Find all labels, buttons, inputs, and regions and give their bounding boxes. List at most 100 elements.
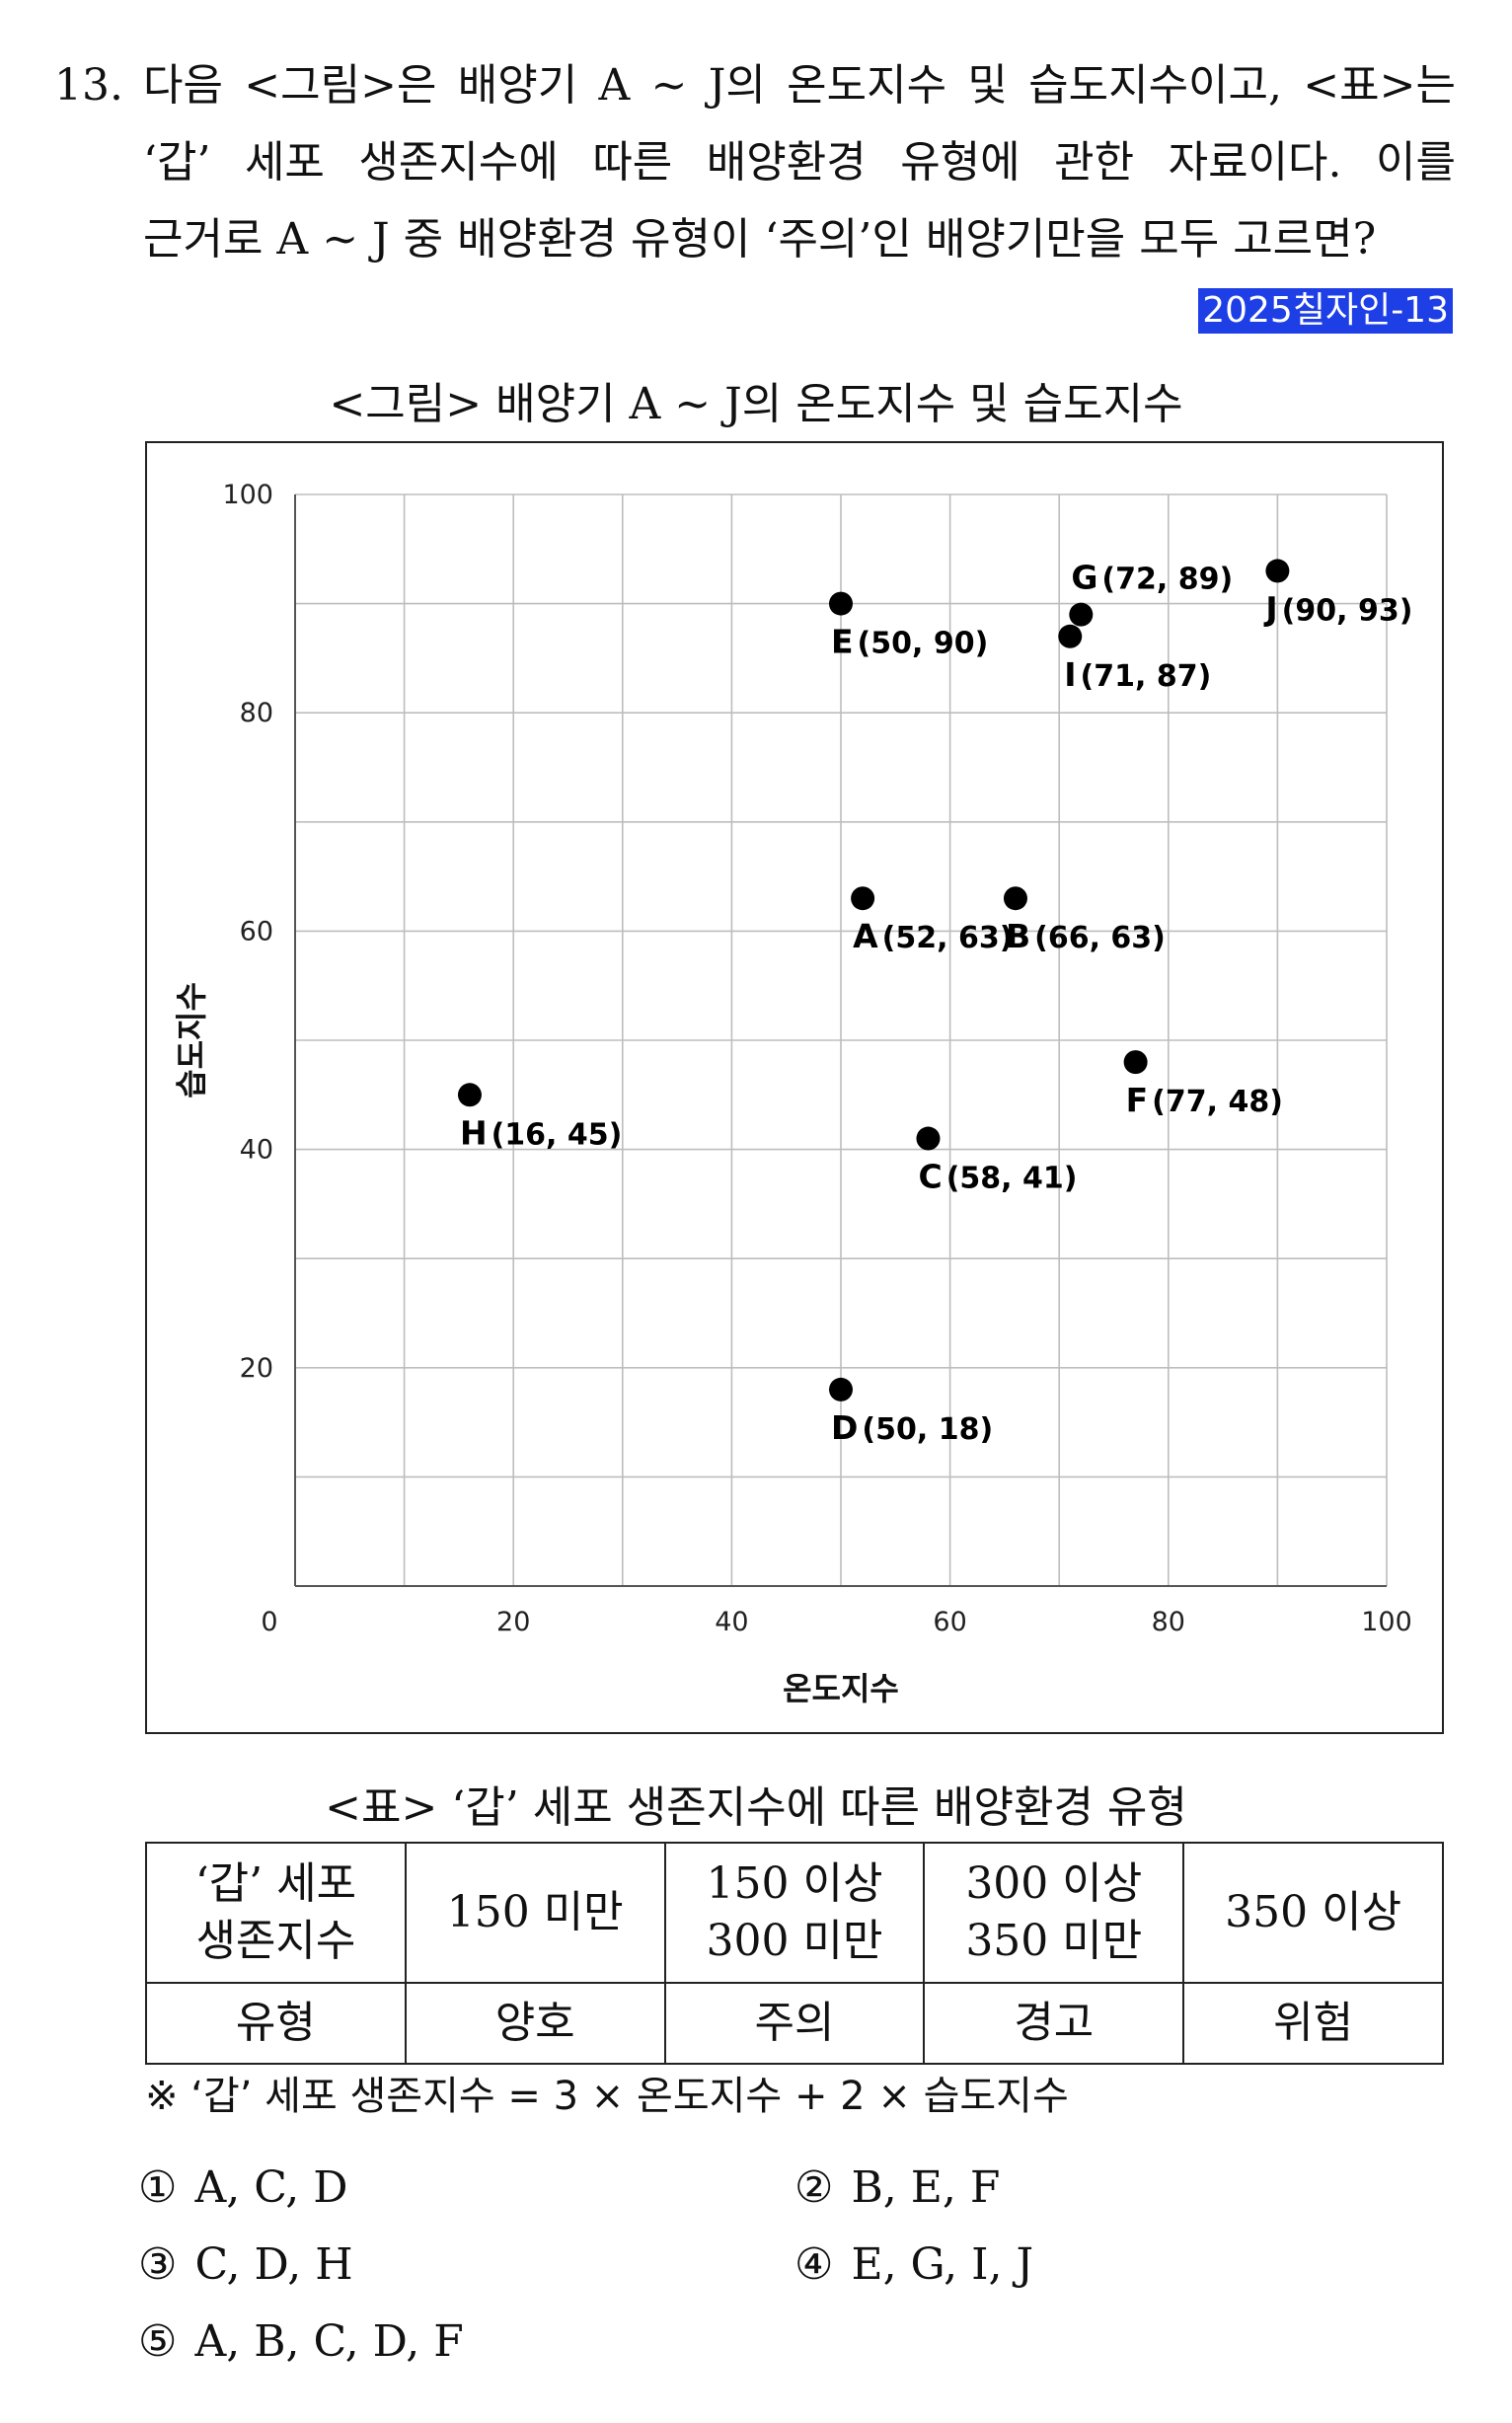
data-point-d [829, 1377, 853, 1401]
range-1-line-1: 150 미만 [446, 1887, 624, 1937]
x-tick-label: 100 [1361, 1607, 1412, 1637]
question-line-2: ‘갑’ 세포 생존지수에 따른 배양환경 유형에 관한 자료이다. 이를 [143, 137, 1456, 188]
point-letter: C [918, 1158, 942, 1196]
point-label-d: D (50, 18) [831, 1408, 993, 1447]
answer-option-5[interactable]: ⑤ A, B, C, D, F [138, 2310, 464, 2374]
question-line-3: 근거로 A ~ J 중 배양환경 유형이 ‘주의’인 배양기만을 모두 고르면? [143, 214, 1377, 265]
point-coords: (77, 48) [1152, 1085, 1283, 1119]
chart-frame [145, 441, 1444, 1734]
range-2-line-2: 300 미만 [706, 1916, 883, 1966]
option-number: ⑤ [138, 2316, 178, 2367]
data-point-j [1265, 559, 1290, 583]
range-3-line-1: 300 이상 [965, 1858, 1143, 1909]
point-label-c: C (58, 41) [918, 1158, 1077, 1196]
point-label-i: I (71, 87) [1064, 655, 1211, 694]
data-point-e [829, 591, 853, 616]
point-coords: (58, 41) [946, 1162, 1078, 1196]
point-label-e: E (50, 90) [831, 623, 988, 661]
x-tick-label: 60 [933, 1607, 966, 1637]
y-tick-label: 100 [222, 480, 273, 510]
x-tick-label: 80 [1152, 1607, 1185, 1637]
formula-note: ※ ‘갑’ 세포 생존지수 = 3 × 온도지수 + 2 × 습도지수 [145, 2074, 1069, 2119]
table-header-type: 유형 [145, 1982, 407, 2065]
y-tick-label: 20 [240, 1353, 273, 1384]
question-number: 13. [54, 60, 123, 111]
answer-option-3[interactable]: ③ C, D, H [138, 2234, 353, 2297]
table-row-type: 유형 양호 주의 경고 위험 [145, 1982, 1444, 2065]
data-point-i [1058, 624, 1083, 648]
point-label-g: G (72, 89) [1071, 559, 1233, 597]
data-point-g [1069, 602, 1094, 627]
header-line-2: 생존지수 [195, 1916, 356, 1966]
data-point-b [1003, 886, 1027, 911]
point-letter: G [1071, 559, 1097, 597]
range-3-line-2: 350 미만 [965, 1916, 1143, 1966]
y-tick-label: 40 [240, 1135, 273, 1166]
point-label-b: B (66, 63) [1006, 917, 1166, 955]
scatter-chart: 0 20 40 60 80 100 20 40 60 80 100 A (52, 63)B (66, 6… [173, 480, 1412, 1707]
point-letter: A [853, 917, 878, 955]
point-label-h: H (16, 45) [460, 1113, 622, 1152]
point-letter: J [1263, 589, 1277, 628]
point-coords: (52, 63) [882, 921, 1014, 955]
point-letter: H [460, 1113, 488, 1152]
range-4-line-1: 350 이상 [1225, 1887, 1402, 1937]
point-coords: (16, 45) [491, 1117, 623, 1152]
y-axis-label: 습도지수 [173, 982, 210, 1098]
y-tick-label: 60 [240, 916, 273, 946]
answer-option-4[interactable]: ④ E, G, I, J [794, 2234, 1033, 2297]
option-number: ④ [794, 2239, 834, 2290]
y-tick-label: 80 [240, 698, 273, 728]
range-cell-4: 350 이상 [1182, 1842, 1444, 1984]
option-text: C, D, H [194, 2239, 353, 2290]
point-label-f: F (77, 48) [1126, 1081, 1283, 1119]
point-coords: (50, 90) [858, 627, 989, 661]
point-coords: (72, 89) [1101, 563, 1233, 597]
table-row-index: ‘갑’ 세포 생존지수 150 미만 150 이상 300 미만 300 이상 … [145, 1842, 1444, 1984]
point-coords: (71, 87) [1081, 659, 1212, 694]
point-letter: E [831, 623, 854, 661]
range-cell-2: 150 이상 300 미만 [663, 1842, 926, 1984]
point-letter: B [1006, 917, 1030, 955]
range-2-line-1: 150 이상 [706, 1858, 883, 1909]
point-coords: (90, 93) [1282, 593, 1413, 628]
type-cell-1: 양호 [404, 1982, 666, 2065]
x-axis-label: 온도지수 [783, 1670, 899, 1707]
option-number: ① [138, 2162, 178, 2213]
point-coords: (66, 63) [1034, 921, 1166, 955]
data-point-f [1123, 1050, 1148, 1075]
point-letter: I [1064, 655, 1076, 694]
x-tick-label: 20 [496, 1607, 530, 1637]
option-text: E, G, I, J [851, 2239, 1034, 2290]
point-label-j: J (90, 93) [1263, 589, 1412, 628]
point-letter: F [1126, 1081, 1149, 1119]
chart-points: A (52, 63)B (66, 63)C (58, 41)D (50, 18)E (50… [457, 559, 1412, 1447]
option-number: ② [794, 2162, 834, 2213]
answer-option-1[interactable]: ① A, C, D [138, 2157, 348, 2220]
question-line-1: 다음 <그림>은 배양기 A ~ J의 온도지수 및 습도지수이고, <표>는 [143, 60, 1456, 111]
x-tick-label: 40 [715, 1607, 748, 1637]
criteria-table: ‘갑’ 세포 생존지수 150 미만 150 이상 300 미만 300 이상 … [145, 1842, 1444, 2065]
data-point-h [457, 1083, 482, 1107]
point-letter: D [831, 1408, 858, 1447]
range-cell-1: 150 미만 [404, 1842, 666, 1984]
table-title: <표> ‘갑’ 세포 생존지수에 따른 배양환경 유형 [325, 1782, 1187, 1833]
data-point-c [916, 1126, 941, 1151]
chart-ticks: 0 20 40 60 80 100 20 40 60 80 100 [222, 480, 1411, 1637]
header-line-1: ‘갑’ 세포 [194, 1858, 357, 1909]
point-coords: (50, 18) [862, 1412, 993, 1447]
source-tag: 2025칠자인-13 [1198, 288, 1453, 334]
range-cell-3: 300 이상 350 미만 [923, 1842, 1185, 1984]
figure-title: <그림> 배양기 A ~ J의 온도지수 및 습도지수 [329, 379, 1183, 429]
option-text: A, C, D [194, 2162, 348, 2213]
data-point-a [851, 886, 875, 911]
type-cell-3: 경고 [923, 1982, 1185, 2065]
answer-option-2[interactable]: ② B, E, F [794, 2157, 1000, 2220]
type-cell-2: 주의 [663, 1982, 926, 2065]
point-label-a: A (52, 63) [853, 917, 1013, 955]
table-header-index: ‘갑’ 세포 생존지수 [145, 1842, 407, 1984]
option-number: ③ [138, 2239, 178, 2290]
x-tick-label: 0 [261, 1607, 277, 1637]
type-cell-4: 위험 [1182, 1982, 1444, 2065]
